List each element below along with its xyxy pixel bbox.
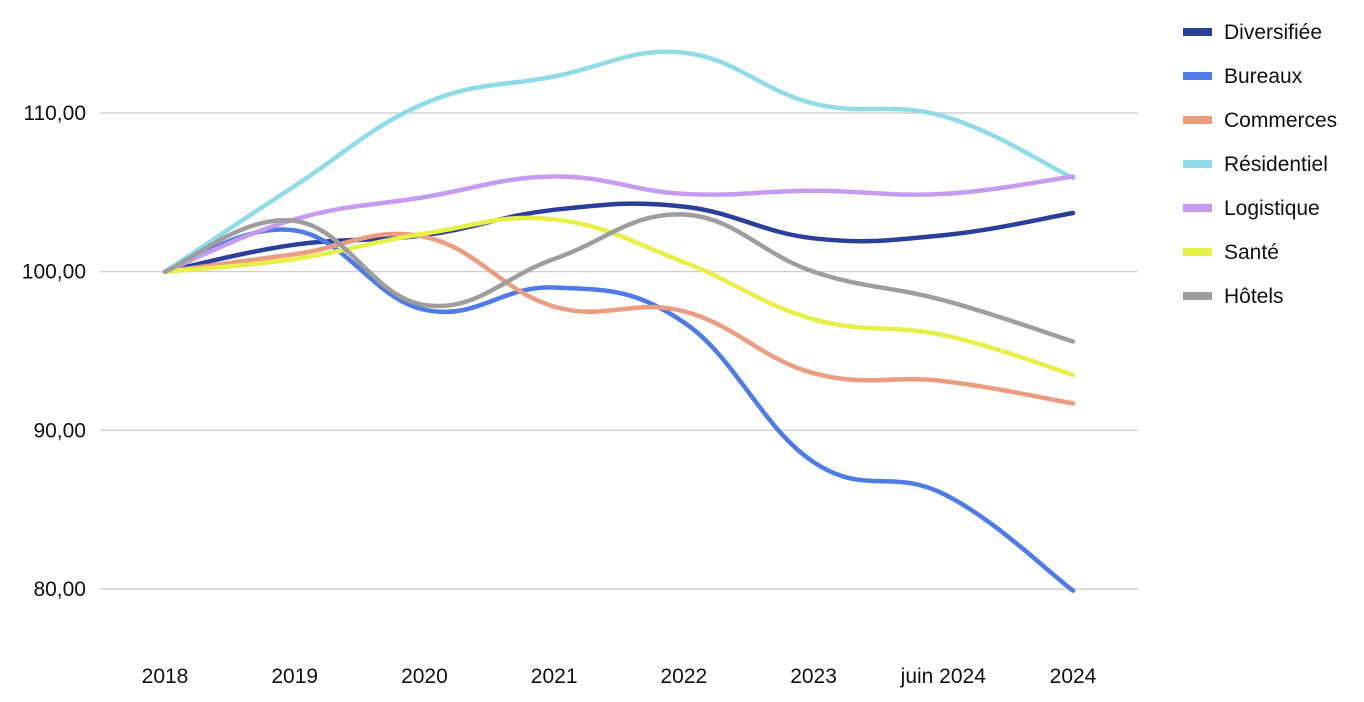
legend-swatch (1183, 204, 1212, 212)
series-line-bureaux (162, 227, 1076, 593)
y-tick-label: 80,00 (33, 578, 86, 601)
legend-item-commerces: Commerces (1183, 109, 1337, 132)
legend-swatch (1183, 116, 1212, 124)
x-tick-label: 2022 (660, 665, 707, 688)
legend-item-residentiel: Résidentiel (1183, 153, 1328, 176)
legend-label: Diversifiée (1224, 21, 1322, 44)
legend-swatch (1183, 72, 1212, 80)
series-line-residentiel (162, 49, 1076, 274)
legend-item-bureaux: Bureaux (1183, 65, 1303, 88)
series-line-logistique (162, 174, 1076, 274)
legend-label: Santé (1224, 241, 1279, 264)
x-tick-label: 2021 (531, 665, 578, 688)
x-tick-label: 2024 (1050, 665, 1097, 688)
x-axis-ticks: 2018 2019 2020 2021 2022 2023 juin 2024 2024 (142, 665, 1097, 688)
legend: Diversifiée Bureaux Commerces Résidentiel Lo… (1183, 21, 1337, 308)
legend-swatch (1183, 292, 1212, 300)
legend-swatch (1183, 160, 1212, 168)
x-tick-label: juin 2024 (900, 665, 987, 688)
x-tick-label: 2018 (142, 665, 189, 688)
legend-label: Hôtels (1224, 285, 1284, 308)
x-tick-label: 2020 (401, 665, 448, 688)
legend-item-hotels: Hôtels (1183, 285, 1284, 308)
legend-item-logistique: Logistique (1183, 197, 1320, 220)
y-tick-label: 100,00 (22, 261, 86, 284)
series-line-hotels (162, 212, 1076, 344)
legend-swatch (1183, 28, 1212, 36)
legend-item-diversifiee: Diversifiée (1183, 21, 1322, 44)
y-tick-label: 90,00 (33, 419, 86, 442)
gridlines (100, 112, 1138, 590)
legend-label: Commerces (1224, 109, 1337, 132)
x-tick-label: 2019 (271, 665, 318, 688)
legend-label: Logistique (1224, 197, 1320, 220)
y-axis-ticks: 80,00 90,00 100,00 110,00 (22, 102, 86, 601)
legend-label: Résidentiel (1224, 153, 1328, 176)
legend-swatch (1183, 248, 1212, 256)
x-tick-label: 2023 (790, 665, 837, 688)
series-line-diversifiee (162, 201, 1076, 274)
series-line-sante (162, 215, 1076, 378)
series-line-commerces (162, 231, 1076, 406)
y-tick-label: 110,00 (23, 102, 86, 125)
legend-label: Bureaux (1224, 65, 1303, 88)
series-lines (162, 49, 1076, 593)
legend-item-sante: Santé (1183, 241, 1279, 264)
